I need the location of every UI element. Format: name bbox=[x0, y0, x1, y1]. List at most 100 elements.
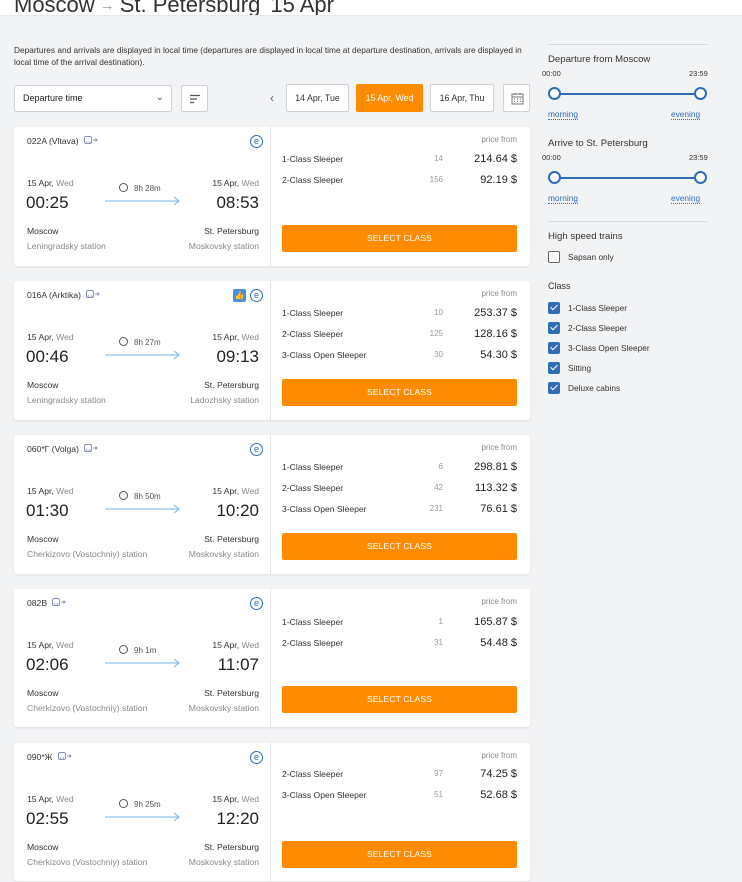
train-number[interactable]: 016A (Arktika) bbox=[27, 290, 100, 300]
departure-date: 15 Apr, Wed bbox=[27, 178, 74, 188]
sort-select[interactable]: Departure time ⌄ bbox=[14, 85, 172, 112]
select-class-button[interactable]: SELECT CLASS bbox=[282, 841, 517, 868]
arrival-date: 15 Apr, Wed bbox=[212, 640, 259, 650]
departure-morning-link[interactable]: morning bbox=[548, 109, 578, 120]
thumbs-up-icon: 👍 bbox=[233, 289, 246, 302]
class-price-row[interactable]: 3-Class Open Sleeper 51 52.68 $ bbox=[282, 789, 517, 803]
arrival-date-label: 15 Apr, bbox=[212, 332, 240, 342]
seats-available: 10 bbox=[434, 308, 443, 317]
arrival-date: 15 Apr, Wed bbox=[212, 794, 259, 804]
train-number[interactable]: 082B bbox=[27, 598, 66, 608]
select-class-button[interactable]: SELECT CLASS bbox=[282, 379, 517, 406]
class-name: 1-Class Sleeper bbox=[282, 462, 344, 472]
checkbox-box[interactable] bbox=[548, 382, 560, 394]
class-price-row[interactable]: 2-Class Sleeper 97 74.25 $ bbox=[282, 768, 517, 782]
checkbox-box[interactable] bbox=[548, 302, 560, 314]
trip-duration: 9h 1m bbox=[119, 645, 156, 655]
checkbox-box[interactable] bbox=[548, 362, 560, 374]
train-icon bbox=[83, 136, 98, 144]
departure-weekday: Wed bbox=[56, 640, 74, 650]
class-name: 2-Class Sleeper bbox=[282, 769, 344, 779]
departure-evening-link[interactable]: evening bbox=[671, 109, 701, 120]
arrival-station: Moskovsky station bbox=[188, 703, 259, 713]
departure-station: Cherkizovo (Vostochniy) station bbox=[27, 857, 148, 867]
arrival-weekday: Wed bbox=[241, 332, 259, 342]
calendar-icon bbox=[511, 93, 524, 105]
route-arrow-icon: → bbox=[99, 0, 115, 14]
class-price-row[interactable]: 1-Class Sleeper 1 165.87 $ bbox=[282, 616, 517, 630]
select-class-button[interactable]: SELECT CLASS bbox=[282, 533, 517, 560]
class-price-row[interactable]: 2-Class Sleeper 156 92.19 $ bbox=[282, 174, 517, 188]
duration-label: 9h 25m bbox=[134, 800, 161, 809]
class-price-row[interactable]: 1-Class Sleeper 6 298.81 $ bbox=[282, 461, 517, 475]
trip-duration: 9h 25m bbox=[119, 799, 161, 809]
price-from-label: price from bbox=[481, 443, 517, 452]
arrival-slider-start-handle[interactable] bbox=[548, 171, 561, 184]
train-number[interactable]: 022A (Vltava) bbox=[27, 136, 98, 146]
date-button-selected[interactable]: 15 Apr, Wed bbox=[356, 84, 423, 112]
duration-label: 8h 27m bbox=[134, 338, 161, 347]
class-price-row[interactable]: 3-Class Open Sleeper 231 76.61 $ bbox=[282, 503, 517, 517]
train-icon bbox=[57, 752, 72, 760]
arrival-weekday: Wed bbox=[241, 178, 259, 188]
departure-time: 00:25 bbox=[26, 193, 69, 212]
train-number[interactable]: 090*Ж bbox=[27, 752, 72, 762]
class-price-row[interactable]: 1-Class Sleeper 14 214.64 $ bbox=[282, 153, 517, 167]
departure-slider-track[interactable] bbox=[554, 93, 701, 95]
departure-slider-end-handle[interactable] bbox=[694, 87, 707, 100]
class-price-row[interactable]: 2-Class Sleeper 125 128.16 $ bbox=[282, 328, 517, 342]
train-card: 090*Ж e 15 Apr, Wed 15 Apr, Wed 9h 25m 0… bbox=[14, 743, 530, 881]
class-price: 54.48 $ bbox=[480, 637, 517, 649]
class-name: 3-Class Open Sleeper bbox=[282, 790, 367, 800]
arrival-date-label: 15 Apr, bbox=[212, 486, 240, 496]
departure-city: Moscow bbox=[27, 688, 59, 698]
prev-date-button[interactable]: ‹ bbox=[270, 91, 274, 105]
route-arrow-icon bbox=[105, 658, 181, 668]
departure-slider-start-handle[interactable] bbox=[548, 87, 561, 100]
clock-icon bbox=[119, 183, 128, 192]
date-button-next-day[interactable]: 16 Apr, Thu bbox=[430, 84, 494, 112]
arrival-morning-link[interactable]: morning bbox=[548, 193, 578, 204]
class-price-row[interactable]: 3-Class Open Sleeper 30 54.30 $ bbox=[282, 349, 517, 363]
calendar-button[interactable] bbox=[503, 84, 530, 112]
class-price: 165.87 $ bbox=[474, 616, 517, 628]
page-header: Moscow → St. Petersburg 15 Apr bbox=[0, 0, 742, 16]
select-class-button[interactable]: SELECT CLASS bbox=[282, 686, 517, 713]
train-number-label: 022A (Vltava) bbox=[27, 136, 79, 146]
train-icon bbox=[83, 444, 98, 452]
trip-duration: 8h 27m bbox=[119, 337, 161, 347]
arrival-slider-end-handle[interactable] bbox=[694, 171, 707, 184]
divider bbox=[548, 44, 707, 45]
e-ticket-icon: e bbox=[250, 751, 263, 764]
checkbox-box[interactable] bbox=[548, 342, 560, 354]
select-class-button[interactable]: SELECT CLASS bbox=[282, 225, 517, 252]
seats-available: 6 bbox=[438, 462, 443, 471]
card-divider bbox=[270, 435, 271, 574]
arrival-city: St. Petersburg bbox=[204, 688, 259, 698]
class-price: 92.19 $ bbox=[480, 174, 517, 186]
arrival-date: 15 Apr, Wed bbox=[212, 332, 259, 342]
departure-time: 02:55 bbox=[26, 809, 69, 828]
clock-icon bbox=[119, 491, 128, 500]
checkbox-box[interactable] bbox=[548, 322, 560, 334]
arrival-min-time: 00:00 bbox=[542, 153, 561, 162]
seats-available: 97 bbox=[434, 769, 443, 778]
class-name: 2-Class Sleeper bbox=[282, 329, 344, 339]
sort-order-button[interactable] bbox=[181, 85, 208, 112]
class-price-row[interactable]: 2-Class Sleeper 42 113.32 $ bbox=[282, 482, 517, 496]
departure-city: Moscow bbox=[27, 842, 59, 852]
class-filter-label: 3-Class Open Sleeper bbox=[568, 343, 650, 353]
departure-time: 02:06 bbox=[26, 655, 69, 674]
arrival-evening-link[interactable]: evening bbox=[671, 193, 701, 204]
arrival-slider-track[interactable] bbox=[554, 177, 701, 179]
train-number[interactable]: 060*Г (Volga) bbox=[27, 444, 98, 454]
date-button-prev-day[interactable]: 14 Apr, Tue bbox=[286, 84, 349, 112]
checkbox-box[interactable] bbox=[548, 251, 560, 263]
class-filter-label: 1-Class Sleeper bbox=[568, 303, 628, 313]
class-price-row[interactable]: 2-Class Sleeper 31 54.48 $ bbox=[282, 637, 517, 651]
arrival-time: 09:13 bbox=[216, 347, 259, 366]
class-price-row[interactable]: 1-Class Sleeper 10 253.37 $ bbox=[282, 307, 517, 321]
class-name: 2-Class Sleeper bbox=[282, 638, 344, 648]
departure-weekday: Wed bbox=[56, 486, 74, 496]
arrival-date: 15 Apr, Wed bbox=[212, 178, 259, 188]
